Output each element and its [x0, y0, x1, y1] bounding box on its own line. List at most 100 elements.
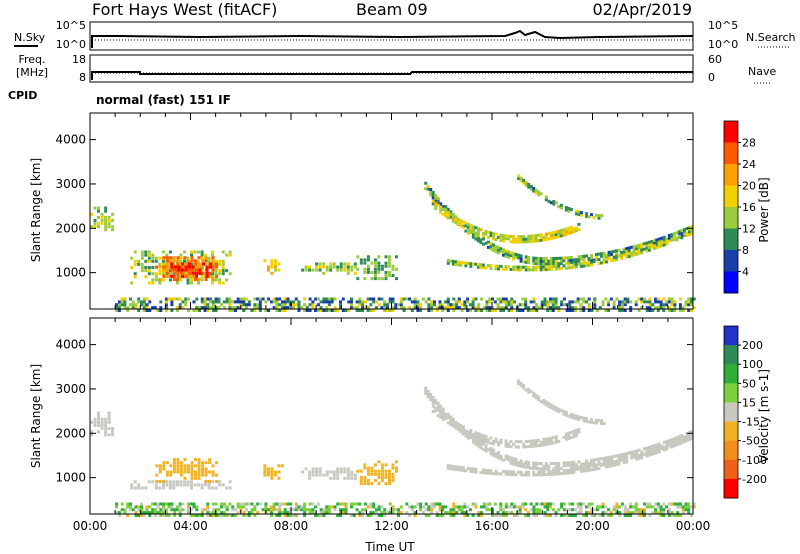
- power-range-cell: [471, 233, 475, 236]
- vel-range-cell: [690, 430, 694, 433]
- power-range-cell: [662, 303, 666, 307]
- power-range-cell: [115, 309, 119, 312]
- power-range-cell: [651, 309, 655, 312]
- power-range-cell: [532, 186, 536, 190]
- power-range-cell: [165, 268, 169, 272]
- power-range-cell: [186, 256, 190, 260]
- power-range-cell: [564, 261, 568, 265]
- vel-range-cell: [552, 470, 556, 473]
- power-range-cell: [97, 215, 100, 219]
- power-range-cell: [170, 265, 174, 269]
- vel-range-cell: [286, 511, 290, 515]
- power-range-cell: [93, 225, 97, 229]
- power-range-cell: [494, 232, 498, 236]
- vel-range-cell: [476, 432, 480, 436]
- vel-range-cell: [559, 467, 563, 470]
- vel-range-cell: [169, 464, 173, 468]
- vel-range-cell: [277, 476, 281, 480]
- power-range-cell: [178, 303, 182, 307]
- vel-range-cell: [645, 502, 649, 506]
- power-range-cell: [559, 203, 563, 207]
- power-range-cell: [161, 278, 165, 282]
- power-range-cell: [315, 268, 319, 272]
- power-range-cell: [164, 297, 168, 301]
- power-range-cell: [184, 300, 188, 304]
- vel-range-cell: [526, 511, 530, 515]
- power-range-cell: [587, 259, 591, 263]
- power-range-cell: [625, 247, 629, 251]
- vel-range-cell: [439, 404, 443, 408]
- vel-range-cell: [522, 442, 526, 446]
- vel-range-cell: [361, 511, 365, 515]
- power-range-cell: [142, 300, 146, 304]
- vel-range-cell: [194, 464, 197, 468]
- power-range-cell: [197, 265, 201, 269]
- vel-range-cell: [579, 511, 583, 515]
- power-range-cell: [662, 309, 666, 312]
- power-range-cell: [564, 206, 568, 209]
- vel-range-cell: [189, 514, 193, 517]
- power-range-cell: [211, 275, 215, 279]
- power-range-cell: [218, 262, 222, 266]
- vel-range-cell: [524, 508, 528, 512]
- vel-range-cell: [554, 511, 558, 515]
- power-range-cell: [657, 245, 661, 249]
- vel-range-cell: [524, 460, 528, 464]
- vel-range-cell: [343, 470, 347, 474]
- power-range-cell: [690, 227, 694, 231]
- power-range-cell: [147, 253, 151, 257]
- vel-range-cell: [459, 466, 463, 469]
- power-range-cell: [361, 303, 365, 307]
- power-range-cell: [343, 268, 347, 272]
- vel-range-cell: [640, 508, 644, 512]
- power-range-cell: [517, 174, 521, 178]
- vel-range-cell: [438, 505, 442, 509]
- vel-range-cell: [552, 407, 556, 411]
- vel-range-cell: [582, 514, 586, 517]
- power-range-cell: [181, 306, 185, 310]
- power-range-cell: [507, 303, 511, 307]
- power-range-cell: [339, 303, 342, 307]
- vel-range-cell: [183, 467, 187, 471]
- vel-range-cell: [464, 429, 468, 433]
- power-range-cell: [612, 303, 616, 307]
- vel-range-cell: [569, 471, 573, 475]
- power-range-cell: [151, 253, 155, 257]
- power-range-cell: [231, 306, 235, 310]
- power-range-cell: [587, 303, 591, 307]
- power-range-cell: [539, 233, 543, 237]
- vel-range-cell: [449, 464, 453, 468]
- power-range-cell: [585, 261, 588, 265]
- vel-range-cell: [544, 442, 548, 446]
- power-range-cell: [557, 306, 561, 310]
- vel-range-cell: [435, 502, 439, 506]
- power-range-cell: [200, 297, 204, 301]
- power-range-cell: [358, 300, 362, 304]
- power-range-cell: [289, 300, 293, 304]
- power-range-cell: [316, 309, 320, 312]
- power-range-cell: [330, 309, 334, 312]
- vel-range-cell: [242, 514, 246, 517]
- power-range-cell: [187, 297, 190, 301]
- vel-range-cell: [278, 502, 282, 506]
- power-range-cell: [117, 309, 121, 312]
- power-range-cell: [374, 300, 378, 304]
- vel-range-cell: [214, 486, 218, 490]
- vel-range-cell: [622, 455, 626, 459]
- vel-range-cell: [370, 469, 374, 473]
- power-range-cell: [140, 253, 144, 257]
- vel-range-cell: [474, 442, 478, 446]
- power-colorbar-swatch: [724, 250, 738, 272]
- vel-range-cell: [676, 514, 680, 517]
- power-range-cell: [147, 269, 151, 273]
- vel-range-cell: [631, 511, 635, 515]
- vel-range-cell: [567, 431, 571, 435]
- vel-range-cell: [667, 511, 671, 515]
- power-range-cell: [316, 303, 320, 307]
- vel-range-cell: [452, 511, 456, 515]
- power-range-cell: [627, 254, 631, 258]
- power-range-cell: [416, 303, 420, 307]
- nsky-right-tick-top: 10^5: [708, 19, 738, 32]
- power-range-cell: [200, 269, 204, 273]
